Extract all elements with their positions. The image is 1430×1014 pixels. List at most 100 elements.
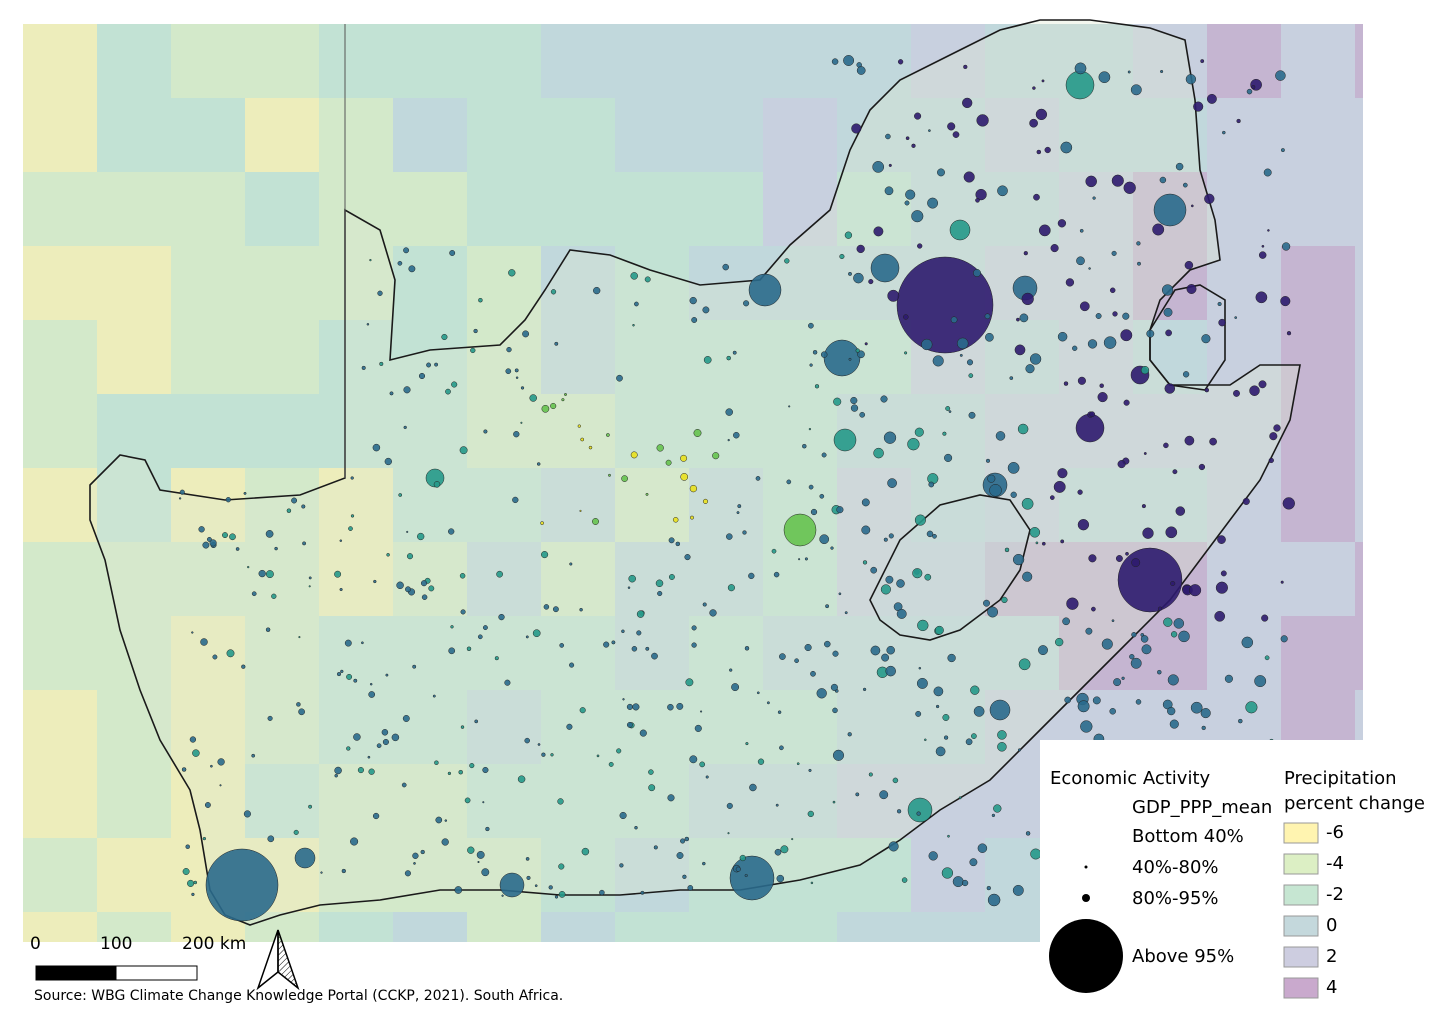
economic-bubble	[1167, 674, 1179, 686]
economic-bubble	[856, 66, 866, 75]
precip-cell	[23, 838, 97, 912]
economic-bubble	[928, 851, 938, 861]
economic-bubble	[861, 498, 870, 507]
precip-cell	[763, 98, 837, 172]
precip-cell	[467, 394, 541, 468]
economic-bubble	[506, 346, 512, 353]
economic-bubble	[973, 706, 985, 717]
economic-bubble	[903, 314, 909, 320]
economic-bubble	[372, 443, 381, 452]
economic-bubble	[749, 783, 757, 792]
precip-cell	[1355, 172, 1363, 246]
precip-cell	[1059, 98, 1133, 172]
economic-bubble	[543, 604, 550, 610]
economic-bubble	[774, 848, 782, 856]
economic-bubble	[1130, 84, 1142, 96]
economic-bubble	[653, 845, 658, 850]
economic-bubble	[1130, 657, 1142, 669]
economic-bubble	[1164, 383, 1176, 394]
economic-bubble	[212, 654, 218, 660]
economic-bubble	[702, 498, 709, 504]
precip-cell	[615, 542, 689, 616]
precip-cell	[615, 838, 689, 912]
precip-cell	[393, 616, 467, 690]
economic-bubble	[777, 710, 782, 714]
economic-bubble	[949, 219, 971, 241]
economic-bubble	[958, 796, 962, 800]
precip-cell	[763, 764, 837, 838]
economic-bubble	[1077, 700, 1090, 713]
economic-bubble	[396, 581, 404, 590]
economic-bubble	[864, 342, 868, 346]
economic-bubble	[294, 847, 316, 869]
economic-bubble	[776, 874, 785, 883]
economic-bubble	[334, 766, 342, 775]
economic-bubble	[550, 289, 557, 295]
economic-bubble	[848, 271, 852, 276]
economic-bubble	[581, 847, 590, 856]
economic-bubble	[478, 297, 483, 303]
economic-bubble	[577, 424, 581, 428]
economic-bubble	[870, 645, 881, 656]
precip-cell	[319, 690, 393, 764]
economic-bubble	[905, 189, 916, 200]
economic-bubble	[868, 279, 874, 285]
economic-bubble	[821, 452, 827, 458]
economic-bubble	[689, 755, 698, 764]
economic-bubble	[872, 161, 885, 173]
precip-swatch	[1283, 822, 1319, 844]
economic-bubble	[554, 895, 559, 899]
economic-bubble	[1165, 526, 1178, 539]
economic-bubble	[859, 411, 866, 418]
north-arrow-icon	[256, 929, 300, 991]
economic-bubble	[1137, 261, 1141, 266]
precip-cell	[541, 320, 615, 394]
economic-bubble	[339, 587, 343, 592]
economic-bubble	[204, 802, 211, 808]
precip-cell	[171, 320, 245, 394]
economic-bubble	[454, 886, 463, 894]
economic-bubble	[690, 515, 694, 520]
economic-bubble	[1057, 331, 1068, 342]
economic-bubble	[417, 532, 425, 541]
economic-bubble	[450, 625, 454, 629]
economic-bubble	[737, 504, 742, 509]
economic-bubble	[1193, 101, 1204, 112]
economic-bubble	[726, 533, 733, 540]
economic-bubble	[474, 719, 479, 724]
economic-bubble	[883, 537, 888, 542]
precip-cell	[319, 246, 393, 320]
economic-bubble	[558, 891, 566, 898]
economic-bubble	[1063, 381, 1069, 386]
economic-bubble	[1185, 74, 1197, 85]
precip-cell	[1355, 98, 1363, 172]
precip-cell	[467, 690, 541, 764]
economic-legend-field: GDP_PPP_mean	[1132, 797, 1273, 818]
economic-bubble	[1184, 435, 1195, 446]
economic-bubble	[413, 862, 416, 865]
precip-cell	[23, 616, 97, 690]
economic-bubble	[1092, 696, 1101, 705]
precip-cell	[23, 24, 97, 98]
economic-bubble	[742, 530, 747, 535]
economic-bubble	[459, 573, 466, 579]
economic-bubble	[848, 357, 852, 361]
economic-bubble	[732, 350, 737, 355]
economic-bubble	[291, 497, 298, 504]
economic-bubble	[973, 269, 981, 277]
economic-bubble	[1117, 547, 1183, 613]
economic-bubble	[403, 425, 407, 430]
economic-bubble	[251, 591, 257, 597]
scale-label-200: 200 km	[182, 934, 247, 954]
economic-bubble	[1007, 462, 1020, 474]
precip-cell	[1355, 24, 1363, 98]
economic-bubble	[794, 658, 799, 664]
economic-bubble	[541, 752, 546, 757]
economic-bubble	[525, 857, 530, 861]
precip-legend-label: 4	[1326, 977, 1338, 998]
economic-bubble	[755, 476, 761, 481]
economic-bubble	[968, 373, 974, 378]
economic-bubble	[791, 838, 794, 841]
economic-bubble	[1035, 108, 1048, 121]
economic-bubble	[1131, 632, 1137, 638]
